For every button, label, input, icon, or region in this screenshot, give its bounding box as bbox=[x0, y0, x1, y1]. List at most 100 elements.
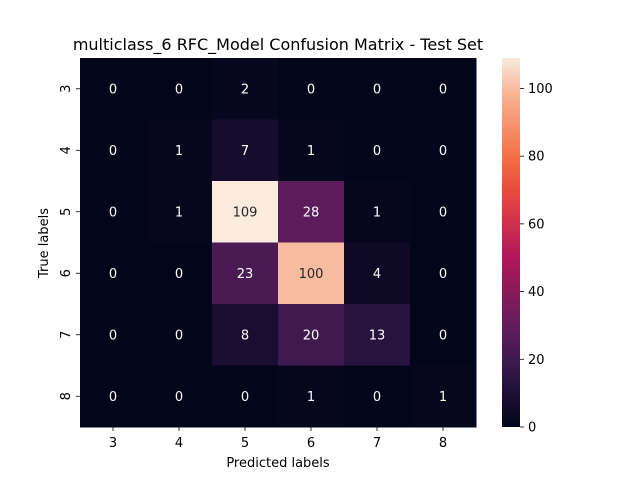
cell-value-label: 7 bbox=[241, 144, 249, 159]
cell-value-label: 0 bbox=[241, 390, 249, 405]
heatmap-cell bbox=[410, 304, 477, 366]
cell-value-label: 0 bbox=[175, 328, 183, 343]
heatmap-cell bbox=[212, 365, 279, 428]
cell-value-label: 0 bbox=[439, 144, 447, 159]
cell-value-label: 0 bbox=[439, 205, 447, 220]
x-axis-ticks: 3 4 5 6 7 8 bbox=[109, 427, 447, 451]
heatmap-cell bbox=[344, 119, 411, 182]
heatmap-cell bbox=[410, 58, 477, 120]
heatmap-cell bbox=[278, 365, 345, 428]
x-tick-label: 8 bbox=[439, 436, 447, 451]
heatmap-cell bbox=[80, 304, 147, 366]
heatmap-cell bbox=[344, 181, 411, 243]
y-tick-label: 7 bbox=[59, 331, 74, 339]
chart-title: multiclass_6 RFC_Model Confusion Matrix … bbox=[73, 35, 483, 55]
cell-value-label: 0 bbox=[175, 82, 183, 97]
x-tick-label: 7 bbox=[373, 436, 381, 451]
heatmap-cell bbox=[212, 119, 279, 182]
cell-value-label: 0 bbox=[373, 390, 381, 405]
cell-value-label: 1 bbox=[307, 144, 315, 159]
y-axis-label: True labels bbox=[37, 208, 52, 279]
cell-value-label: 1 bbox=[373, 205, 381, 220]
heatmap-cell bbox=[80, 58, 147, 120]
x-tick-label: 5 bbox=[241, 436, 249, 451]
heatmap-cell bbox=[80, 242, 147, 305]
heatmap-cell bbox=[410, 119, 477, 182]
cell-value-label: 0 bbox=[175, 267, 183, 282]
cell-value-label: 8 bbox=[241, 328, 249, 343]
heatmap-cell bbox=[278, 242, 345, 305]
heatmap-cell bbox=[344, 304, 411, 366]
cell-value-label: 0 bbox=[439, 328, 447, 343]
colorbar-tick-label: 100 bbox=[528, 82, 553, 97]
cell-value-label: 1 bbox=[439, 390, 447, 405]
heatmap-cell bbox=[80, 365, 147, 428]
heatmap-cell bbox=[146, 242, 213, 305]
cell-value-label: 0 bbox=[175, 390, 183, 405]
y-tick-label: 6 bbox=[59, 269, 74, 277]
cell-value-label: 0 bbox=[307, 82, 315, 97]
heatmap-cell bbox=[278, 58, 345, 120]
colorbar-tick-label: 0 bbox=[528, 421, 536, 436]
cell-value-label: 0 bbox=[109, 390, 117, 405]
cell-value-label: 20 bbox=[303, 328, 320, 343]
y-axis-ticks: 3 4 5 6 7 8 bbox=[59, 85, 80, 400]
heatmap-cell bbox=[410, 365, 477, 428]
y-tick-label: 8 bbox=[59, 392, 74, 400]
heatmap-cell bbox=[344, 242, 411, 305]
cell-value-label: 23 bbox=[237, 267, 254, 282]
cell-value-label: 100 bbox=[299, 267, 324, 282]
x-axis-label: Predicted labels bbox=[226, 456, 330, 471]
cell-value-label: 0 bbox=[109, 82, 117, 97]
cell-value-label: 0 bbox=[109, 144, 117, 159]
colorbar-tick-label: 60 bbox=[528, 217, 545, 232]
cell-value-label: 1 bbox=[307, 390, 315, 405]
cell-value-label: 0 bbox=[109, 205, 117, 220]
cell-value-label: 109 bbox=[233, 205, 258, 220]
heatmap-cell bbox=[146, 58, 213, 120]
cell-value-label: 0 bbox=[373, 82, 381, 97]
cell-value-label: 0 bbox=[439, 82, 447, 97]
colorbar-tick-label: 40 bbox=[528, 285, 545, 300]
heatmap-cell bbox=[278, 181, 345, 243]
y-tick-label: 5 bbox=[59, 208, 74, 216]
heatmap-cell bbox=[278, 304, 345, 366]
y-tick-label: 4 bbox=[59, 146, 74, 154]
cell-value-label: 28 bbox=[303, 205, 320, 220]
cell-value-label: 0 bbox=[373, 144, 381, 159]
cell-value-label: 1 bbox=[175, 205, 183, 220]
heatmap-cell bbox=[146, 119, 213, 182]
cell-value-label: 13 bbox=[369, 328, 386, 343]
cell-value-label: 0 bbox=[109, 267, 117, 282]
heatmap-cell bbox=[80, 119, 147, 182]
cell-value-label: 0 bbox=[109, 328, 117, 343]
x-tick-label: 6 bbox=[307, 436, 315, 451]
heatmap-cell bbox=[212, 242, 279, 305]
heatmap-cell-labels: 0 0 2 0 0 00 1 7 1 0 00 1 109 28 1 00 0 23 100 4 00 0 8 20 13 00 0… bbox=[109, 82, 447, 405]
colorbar-tick-label: 20 bbox=[528, 353, 545, 368]
y-tick-label: 3 bbox=[59, 85, 74, 93]
heatmap-cell bbox=[344, 365, 411, 428]
colorbar bbox=[502, 58, 520, 427]
colorbar-tick-label: 80 bbox=[528, 150, 545, 165]
colorbar-ticks: 0 20 40 60 80 100 bbox=[520, 82, 553, 436]
heatmap-cell bbox=[344, 58, 411, 120]
cell-value-label: 0 bbox=[439, 267, 447, 282]
heatmap-cell bbox=[278, 119, 345, 182]
cell-value-label: 4 bbox=[373, 267, 381, 282]
heatmap-cell bbox=[410, 242, 477, 305]
heatmap-cell bbox=[212, 304, 279, 366]
heatmap-cell bbox=[212, 181, 279, 243]
heatmap-cell bbox=[212, 58, 279, 120]
heatmap-cells bbox=[80, 58, 477, 428]
cell-value-label: 1 bbox=[175, 144, 183, 159]
heatmap-cell bbox=[410, 181, 477, 243]
heatmap-cell bbox=[146, 181, 213, 243]
heatmap-cell bbox=[80, 181, 147, 243]
cell-value-label: 2 bbox=[241, 82, 249, 97]
heatmap-cell bbox=[146, 304, 213, 366]
heatmap-cell bbox=[146, 365, 213, 428]
x-tick-label: 4 bbox=[175, 436, 183, 451]
x-tick-label: 3 bbox=[109, 436, 117, 451]
